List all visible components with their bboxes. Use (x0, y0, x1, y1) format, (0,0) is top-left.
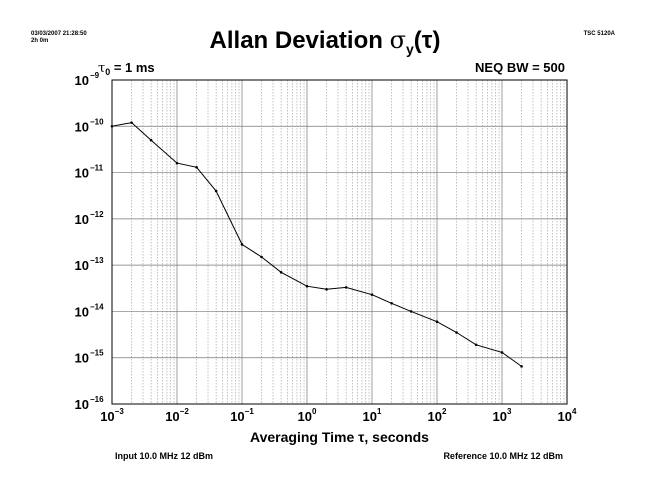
y-tick-exponent: −12 (90, 210, 104, 219)
data-points (110, 121, 523, 368)
x-tick-label: 101 (363, 407, 382, 424)
x-tick-base: 10 (100, 409, 114, 424)
plot-frame (111, 79, 568, 405)
x-tick-exponent: −2 (180, 407, 190, 416)
data-point (214, 189, 218, 193)
data-point (435, 320, 439, 323)
x-tick-base: 10 (363, 409, 377, 424)
x-tick-label: 104 (558, 407, 577, 424)
title-sigma: σ (389, 26, 406, 54)
x-tick-exponent: −3 (115, 407, 125, 416)
data-point (409, 310, 413, 313)
tau0-symbol: τ (98, 61, 106, 76)
data-point (500, 351, 504, 354)
x-tick-label: 100 (298, 407, 317, 424)
y-tick-exponent: −9 (90, 71, 100, 80)
y-tick-label: 10 (75, 351, 89, 366)
y-tick-base: 10 (75, 119, 89, 134)
x-tick-label: 10−2 (165, 407, 189, 424)
data-point (240, 243, 244, 246)
data-point (110, 124, 114, 128)
y-tick-base: 10 (75, 397, 89, 412)
series-line (111, 122, 522, 367)
x-tick-exponent: 4 (572, 407, 577, 416)
y-tick-label: 10 (75, 258, 89, 273)
data-point (390, 301, 393, 305)
x-tick-label: 103 (493, 407, 512, 424)
title-subscript: y (405, 41, 414, 57)
data-point (175, 161, 179, 165)
data-point (344, 286, 348, 289)
x-tick-label: 10−1 (230, 407, 254, 424)
x-tick-label: 10−3 (100, 407, 124, 424)
data-point (455, 331, 458, 334)
y-tick-base: 10 (75, 73, 89, 88)
timestamp-block: 03/03/2007 21:28:50 2h 0m (31, 31, 87, 45)
reference-note: Reference 10.0 MHz 12 dBm (443, 451, 563, 461)
x-tick-labels: 10−3 10−2 10−1 100 101 102 103 104 (100, 407, 577, 424)
y-tick-label: 10 (75, 119, 89, 134)
tau0-value: = 1 ms (110, 60, 155, 75)
instrument-name: TSC 5120A (583, 31, 615, 37)
x-tick-base: 10 (428, 409, 442, 424)
x-tick-base: 10 (165, 409, 179, 424)
data-point (195, 165, 198, 169)
data-point (130, 121, 133, 124)
data-point (260, 255, 263, 259)
data-point (279, 271, 283, 274)
data-point (305, 284, 309, 288)
title-argument: (τ) (413, 27, 441, 54)
y-tick-exponent: −15 (90, 349, 104, 358)
y-tick-exponent: −10 (90, 117, 104, 126)
data-point (149, 138, 153, 142)
y-tick-label: 10 (75, 73, 89, 88)
x-tick-label: 102 (428, 407, 447, 424)
chart-title: Allan Deviation σy(τ) (0, 26, 650, 57)
x-tick-exponent: −1 (245, 407, 255, 416)
x-tick-exponent: 1 (377, 407, 382, 416)
x-tick-base: 10 (493, 409, 507, 424)
y-tick-exponent: −11 (90, 164, 104, 173)
x-tick-base: 10 (298, 409, 312, 424)
y-tick-base: 10 (75, 304, 89, 319)
y-tick-base: 10 (75, 212, 89, 227)
y-tick-label: 10 (75, 397, 89, 412)
x-axis-label: Averaging Time τ, seconds (250, 429, 429, 445)
y-tick-label: 10 (75, 212, 89, 227)
tau0-label: τ0 = 1 ms (98, 60, 155, 77)
y-tick-base: 10 (75, 351, 89, 366)
y-tick-exponent: −14 (90, 302, 104, 311)
timestamp: 03/03/2007 21:28:50 (31, 31, 87, 37)
tau0-subscript: 0 (105, 67, 111, 77)
data-point (370, 293, 374, 296)
y-tick-exponent: −16 (90, 395, 104, 404)
x-tick-exponent: 0 (312, 407, 317, 416)
y-tick-label: 10 (75, 166, 89, 181)
duration: 2h 0m (31, 38, 49, 44)
y-tick-base: 10 (75, 258, 89, 273)
x-tick-exponent: 3 (507, 407, 512, 416)
data-point (325, 288, 328, 291)
y-tick-exponent: −13 (90, 256, 104, 265)
x-tick-base: 10 (230, 409, 244, 424)
minor-grid (131, 80, 565, 404)
y-tick-label: 10 (75, 304, 89, 319)
title-main: Allan Deviation (209, 27, 390, 54)
data-point (520, 365, 523, 368)
x-tick-exponent: 2 (442, 407, 447, 416)
neq-bw-label: NEQ BW = 500 (475, 60, 565, 75)
data-point (474, 343, 478, 347)
major-grid (112, 80, 567, 404)
x-tick-base: 10 (558, 409, 572, 424)
input-note: Input 10.0 MHz 12 dBm (115, 451, 214, 461)
y-tick-base: 10 (75, 166, 89, 181)
